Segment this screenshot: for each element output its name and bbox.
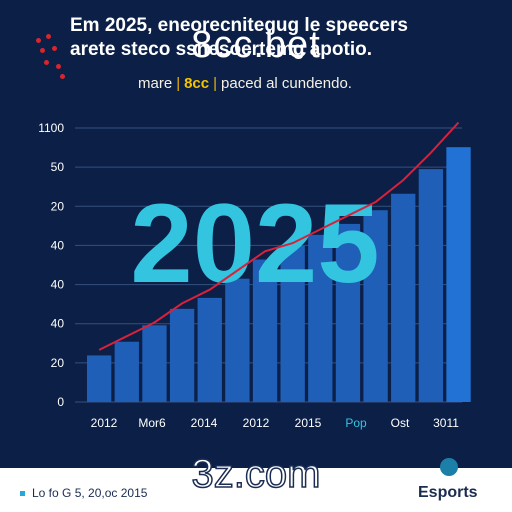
bar xyxy=(391,193,416,402)
watermark-bottom: 3z.com xyxy=(191,451,321,497)
bar xyxy=(142,325,167,402)
y-tick-label: 20 xyxy=(51,199,65,213)
y-tick-label: 40 xyxy=(51,238,65,252)
y-axis-ticks: 1100 50 20 40 40 40 20 0 xyxy=(38,121,64,409)
x-tick-label: Mor6 xyxy=(138,416,166,430)
subline-left: mare xyxy=(138,75,173,92)
big-year: 2025 xyxy=(130,181,379,306)
x-tick-label: 2012 xyxy=(91,416,118,430)
chart-bars xyxy=(87,147,471,402)
esports-logo: Esports xyxy=(418,484,478,501)
x-axis-ticks: 2012 Mor6 2014 2012 2015 Pop Ost 3011 xyxy=(91,416,460,430)
y-tick-label: 40 xyxy=(51,278,65,292)
footer-caption: Lo fo G 5, 20,oc 2015 xyxy=(20,486,147,500)
bullet-square-icon xyxy=(20,491,25,497)
bar xyxy=(418,169,444,402)
x-tick-label: Ost xyxy=(391,416,410,430)
bar xyxy=(252,259,278,402)
footer-bar: Lo fo G 5, 20,oc 2015 Esports xyxy=(0,458,512,512)
y-tick-label: 40 xyxy=(51,317,65,331)
bar xyxy=(87,355,112,402)
watermark-top: 8cc.bet xyxy=(191,24,321,66)
separator: | xyxy=(176,75,181,92)
trend-line xyxy=(98,121,460,351)
bar xyxy=(308,234,333,402)
bar xyxy=(197,297,222,402)
x-tick-label: 3011 xyxy=(433,416,459,430)
x-tick-label: Pop xyxy=(345,416,367,430)
bar xyxy=(363,210,388,402)
bar xyxy=(169,308,195,402)
headline-line-1: Em 2025, eneorecnitegug le speecers xyxy=(70,15,408,36)
bar xyxy=(335,223,361,402)
headline-line-2: arete steco ssnesoertemg apotio. xyxy=(70,39,372,60)
headline: Em 2025, eneorecnitegug le speecers aret… xyxy=(70,14,490,62)
subline-right: paced al cundendo. xyxy=(221,75,352,92)
x-tick-label: 2014 xyxy=(191,416,218,430)
subline-brand: 8cc xyxy=(184,75,210,92)
bar xyxy=(114,341,139,402)
decorative-dots xyxy=(34,34,74,84)
separator: | xyxy=(213,75,218,92)
y-tick-label: 50 xyxy=(51,160,65,174)
y-tick-label: 1100 xyxy=(38,121,64,135)
bar xyxy=(225,278,250,402)
x-tick-label: 2015 xyxy=(295,416,322,430)
y-tick-label: 20 xyxy=(51,356,65,370)
y-tick-label: 0 xyxy=(57,395,64,409)
x-tick-label: 2012 xyxy=(243,416,270,430)
bar xyxy=(446,147,471,402)
subline: mare | 8cc | paced al cundendo. xyxy=(138,75,498,92)
bar xyxy=(280,245,305,402)
esports-logo-icon xyxy=(440,458,458,476)
